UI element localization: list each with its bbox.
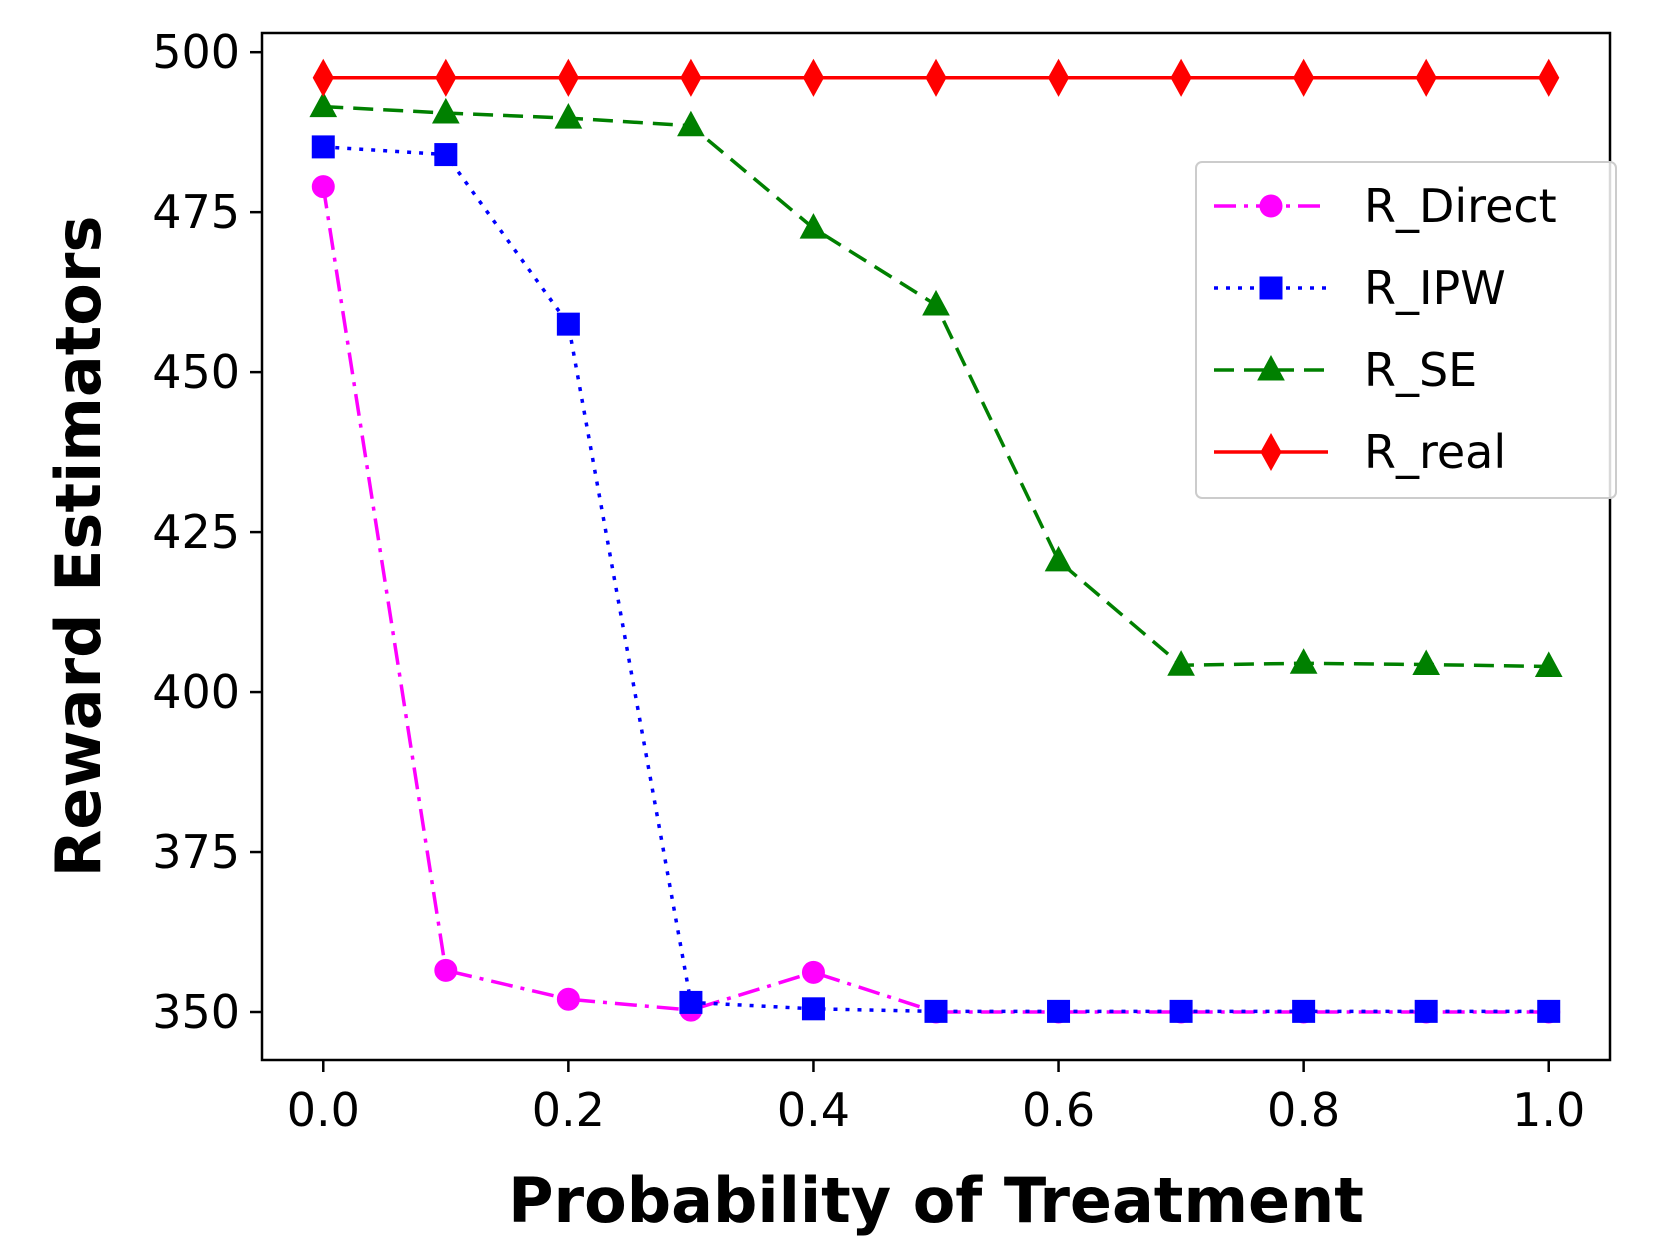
data-point-r-ipw xyxy=(924,999,948,1023)
y-tick-label: 475 xyxy=(152,185,240,239)
data-point-r-ipw xyxy=(1169,999,1193,1023)
data-point-r-ipw xyxy=(311,135,335,159)
data-point-r-ipw xyxy=(1292,999,1316,1023)
data-point-r-se xyxy=(677,110,705,137)
x-tick-label: 0.2 xyxy=(532,1083,605,1137)
data-point-r-real xyxy=(1047,58,1070,97)
series-r-se xyxy=(309,91,1563,677)
y-tick-label: 400 xyxy=(152,665,240,719)
data-point-r-se xyxy=(1534,651,1563,677)
data-point-r-real xyxy=(680,58,702,97)
data-point-r-real xyxy=(1538,58,1560,97)
data-point-r-ipw xyxy=(434,143,458,167)
axes-layer: 0.0 0.2 0.4 0.6 0.8 1.0 350 375 400 425 450 475 500 xyxy=(152,25,1585,1137)
legend-items: R_Direct R_IPW R_SE R_real xyxy=(1214,179,1557,479)
x-tick-label: 0.6 xyxy=(1022,1083,1095,1137)
data-point-r-se xyxy=(1412,649,1441,676)
x-tick-label: 0.4 xyxy=(777,1083,850,1137)
data-point-r-se xyxy=(1289,648,1318,674)
plot-layer xyxy=(309,58,1563,1024)
legend-label-r-real: R_real xyxy=(1364,425,1506,479)
data-point-r-se xyxy=(1044,545,1073,572)
legend-marker-r-direct xyxy=(1259,194,1283,218)
y-axis-label: Reward Estimators xyxy=(42,216,115,878)
y-tick-label: 375 xyxy=(152,825,240,879)
data-point-r-se xyxy=(799,213,828,239)
data-point-r-ipw xyxy=(679,990,703,1014)
legend-item-r-se: R_SE xyxy=(1214,343,1477,397)
data-point-r-real xyxy=(1415,58,1437,97)
data-point-r-direct xyxy=(311,175,335,199)
data-point-r-real xyxy=(312,58,334,97)
data-point-r-se xyxy=(1167,650,1195,676)
data-point-r-real xyxy=(925,58,947,97)
data-point-r-se xyxy=(554,103,583,129)
legend-item-r-real: R_real xyxy=(1214,425,1506,479)
data-point-r-se xyxy=(309,91,338,118)
x-axis-label: Probability of Treatment xyxy=(508,1164,1364,1237)
data-point-r-direct xyxy=(556,987,580,1011)
data-point-r-ipw xyxy=(1047,999,1071,1023)
y-tick-label: 500 xyxy=(152,25,240,79)
legend-item-r-direct: R_Direct xyxy=(1214,179,1557,233)
legend-label-r-direct: R_Direct xyxy=(1364,179,1557,233)
data-point-r-ipw xyxy=(556,312,580,336)
x-tick-label: 1.0 xyxy=(1512,1083,1585,1137)
legend-marker-r-se xyxy=(1257,354,1285,381)
data-point-r-direct xyxy=(434,958,458,982)
legend-box xyxy=(1195,161,1617,499)
x-tick-label: 0.8 xyxy=(1267,1083,1340,1137)
data-point-r-real xyxy=(557,58,579,97)
data-point-r-ipw xyxy=(1537,999,1561,1023)
y-tick-label: 425 xyxy=(152,505,240,559)
data-point-r-real xyxy=(1170,58,1192,97)
series-r-ipw xyxy=(311,135,1561,1023)
data-point-r-ipw xyxy=(801,997,825,1021)
y-tick-label: 350 xyxy=(152,985,240,1039)
data-point-r-ipw xyxy=(1414,999,1438,1023)
series-r-real xyxy=(312,58,1560,97)
data-point-r-se xyxy=(922,289,950,316)
legend-label-r-se: R_SE xyxy=(1364,343,1477,397)
y-tick-label: 450 xyxy=(152,345,240,399)
legend: R_Direct R_IPW R_SE R_real xyxy=(1195,161,1617,499)
data-point-r-direct xyxy=(801,960,825,984)
data-point-r-real xyxy=(1293,58,1315,97)
legend-label-r-ipw: R_IPW xyxy=(1364,261,1506,315)
x-tick-label: 0.0 xyxy=(287,1083,360,1137)
plot-frame xyxy=(260,31,1612,1062)
legend-item-r-ipw: R_IPW xyxy=(1214,261,1506,315)
data-point-r-se xyxy=(431,97,460,124)
legend-marker-r-real xyxy=(1260,432,1282,472)
data-point-r-real xyxy=(802,58,825,97)
legend-marker-r-ipw xyxy=(1259,276,1283,300)
data-point-r-real xyxy=(435,58,457,97)
